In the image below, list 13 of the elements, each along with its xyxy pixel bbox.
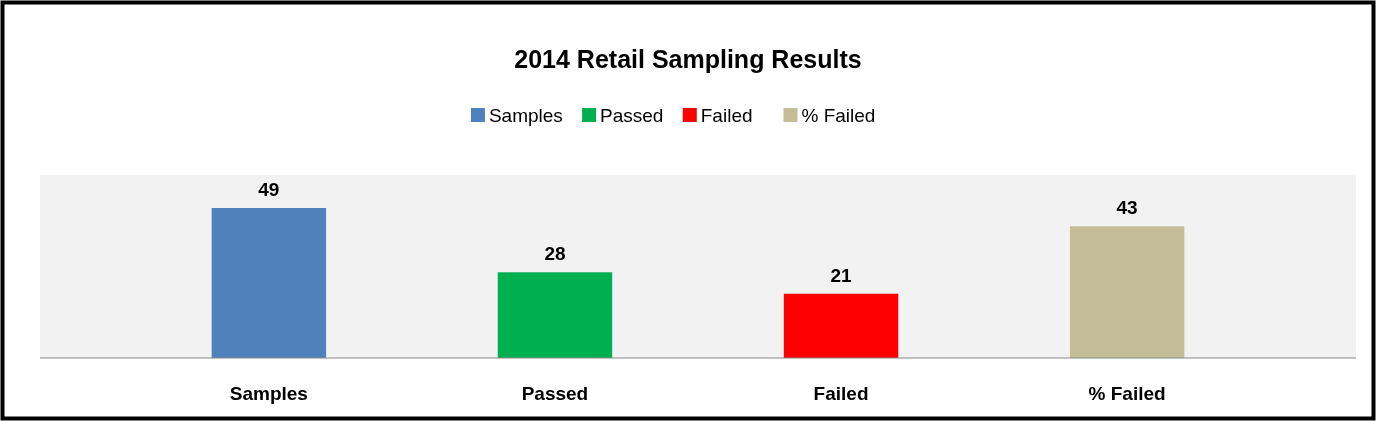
chart-title: 2014 Retail Sampling Results	[514, 45, 862, 73]
legend-label: Passed	[600, 105, 664, 126]
legend-label: Failed	[700, 105, 753, 126]
legend-label: Samples	[488, 105, 563, 126]
x-tick-label: Samples	[229, 383, 308, 404]
x-tick-label: % Failed	[1088, 383, 1166, 404]
data-label: 43	[1116, 197, 1138, 219]
x-tick-label: Passed	[521, 383, 589, 404]
data-label: 21	[830, 264, 853, 286]
x-tick-label: Failed	[813, 383, 869, 404]
legend-label: % Failed	[801, 105, 876, 126]
data-label: 28	[544, 243, 566, 265]
data-label: 49	[258, 179, 280, 200]
